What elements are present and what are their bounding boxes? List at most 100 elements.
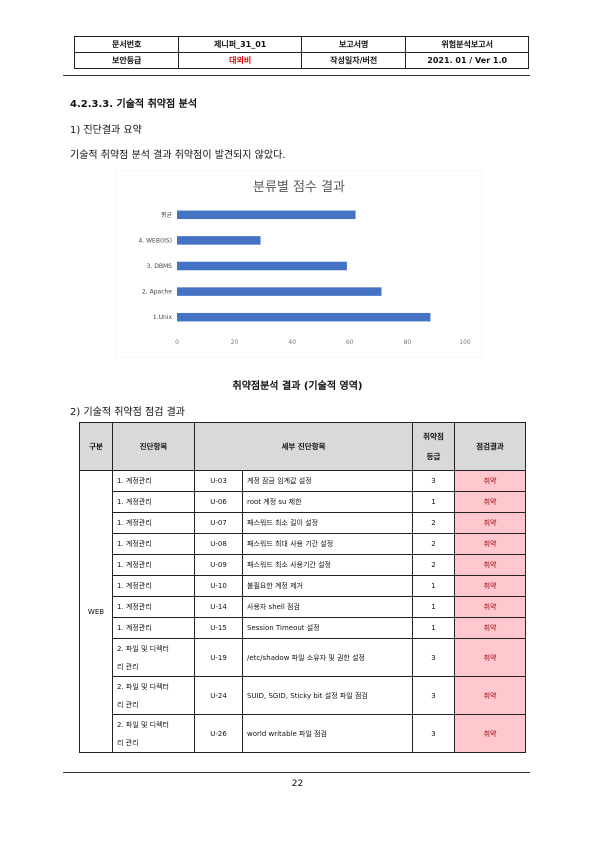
report-name-label: 보고서명 xyxy=(300,36,407,53)
detail-cell: 사용자 shell 점검 xyxy=(241,596,414,618)
result-cell: 취약 xyxy=(454,676,527,715)
grade-cell: 3 xyxy=(412,714,456,753)
detail-cell: /etc/shadow 파일 소유자 및 권한 설정 xyxy=(241,638,414,677)
page-number: 22 xyxy=(291,779,304,789)
vuln-results-table: 구분 진단항목 세부 진단항목 취약점 등급 점검결과 WEB 1. 계정관리 U-… xyxy=(79,422,527,753)
detail-cell: Session Timeout 설정 xyxy=(241,617,414,639)
date-version-label: 작성일자/버전 xyxy=(300,52,407,69)
item-line-2: 리 관리 xyxy=(117,662,139,671)
table-header-row: 구분 진단항목 세부 진단항목 취약점 등급 점검결과 xyxy=(79,422,527,471)
result-cell: 취약 xyxy=(454,714,527,753)
document-header-table: 문서번호 제니퍼_31_01 보고서명 위험분석보고서 보안등급 대외비 작성일… xyxy=(73,36,529,69)
table-row: WEB 1. 계정관리 U-03 계정 잠금 임계값 설정 3 취약 xyxy=(79,470,527,753)
grade-cell: 3 xyxy=(412,676,456,715)
item-cell: 1. 계정관리 xyxy=(112,617,195,639)
table-row: 1. 계정관리 U-10 불필요한 계정 제거 1 취약 xyxy=(80,575,527,597)
detail-cell: 패스워드 최대 사용 기간 설정 xyxy=(241,533,414,555)
header-row-2: 보안등급 대외비 작성일자/버전 2021. 01 / Ver 1.0 xyxy=(73,52,529,69)
col-result-header: 점검결과 xyxy=(454,422,527,471)
grade-cell: 1 xyxy=(412,575,456,597)
header-row-1: 문서번호 제니퍼_31_01 보고서명 위험분석보고서 xyxy=(73,36,529,53)
subheading-summary: 1) 진단결과 요약 xyxy=(70,125,142,136)
grade-cell: 2 xyxy=(412,512,456,534)
item-cell: 1. 계정관리 xyxy=(112,575,195,597)
subheading-results: 2) 기술적 취약점 점검 결과 xyxy=(70,407,185,418)
x-tick-label: 80 xyxy=(404,339,412,346)
item-line-2: 리 관리 xyxy=(117,700,139,709)
item-line-2: 리 관리 xyxy=(117,738,139,747)
result-cell: 취약 xyxy=(454,512,527,534)
header-divider xyxy=(63,75,530,76)
y-tick-label: 2. Apache xyxy=(142,289,172,296)
code-cell: U-09 xyxy=(194,554,243,576)
summary-text: 기술적 취약점 분석 결과 취약점이 발견되지 않았다. xyxy=(70,150,286,161)
item-line-1: 2. 파일 및 디렉터 xyxy=(117,682,169,691)
x-tick-label: 60 xyxy=(346,339,354,346)
doc-number-value: 제니퍼_31_01 xyxy=(178,36,302,53)
table-body: WEB 1. 계정관리 U-03 계정 잠금 임계값 설정 3 취약 1. 계정관리 U-06… xyxy=(79,470,527,753)
grade-cell: 1 xyxy=(412,617,456,639)
table-row: 1. 계정관리 U-15 Session Timeout 설정 1 취약 xyxy=(80,617,527,639)
code-cell: U-08 xyxy=(194,533,243,555)
col-detail-header: 세부 진단항목 xyxy=(193,422,414,471)
y-tick-label: 1.Unix xyxy=(153,314,173,321)
col-group-header: 구분 xyxy=(79,422,113,471)
detail-cell: root 계정 su 제한 xyxy=(241,491,414,513)
item-cell: 1. 계정관리 xyxy=(112,596,195,618)
chart-bar xyxy=(177,210,356,220)
item-cell: 1. 계정관리 xyxy=(112,512,195,534)
security-level-value: 대외비 xyxy=(178,52,302,69)
security-level-label: 보안등급 xyxy=(73,52,180,69)
y-tick-label: 4. WEB(IIS) xyxy=(138,237,172,244)
date-version-value: 2021. 01 / Ver 1.0 xyxy=(405,52,529,69)
chart-caption: 취약점분석 결과 (기술적 영역) xyxy=(232,381,363,392)
result-cell: 취약 xyxy=(454,575,527,597)
x-tick-label: 40 xyxy=(288,339,296,346)
result-cell: 취약 xyxy=(454,638,527,677)
x-tick-label: 100 xyxy=(459,339,471,346)
detail-cell: SUID, SGID, Sticky bit 설정 파일 점검 xyxy=(241,676,414,715)
table-row: 1. 계정관리 U-08 패스워드 최대 사용 기간 설정 2 취약 xyxy=(80,533,527,555)
detail-cell: 불필요한 계정 제거 xyxy=(241,575,414,597)
detail-cell: 계정 잠금 임계값 설정 xyxy=(241,470,414,492)
x-tick-label: 20 xyxy=(231,339,239,346)
table-row: 2. 파일 및 디렉터 리 관리 U-26 world writable 파일 점검 3… xyxy=(80,714,527,753)
table-row: 2. 파일 및 디렉터 리 관리 U-24 SUID, SGID, Sticky bi… xyxy=(80,676,527,715)
item-cell: 1. 계정관리 xyxy=(112,533,195,555)
footer-divider xyxy=(63,772,530,773)
code-cell: U-14 xyxy=(194,596,243,618)
grade-cell: 2 xyxy=(412,554,456,576)
item-cell: 2. 파일 및 디렉터 리 관리 xyxy=(112,638,195,677)
code-cell: U-10 xyxy=(194,575,243,597)
table-row: 1. 계정관리 U-07 패스워드 최소 길이 설정 2 취약 xyxy=(80,512,527,534)
detail-cell: world writable 파일 점검 xyxy=(241,714,414,753)
col-item-header: 진단항목 xyxy=(112,422,195,471)
chart-bars xyxy=(177,210,431,322)
table-row: 2. 파일 및 디렉터 리 관리 U-19/etc/shadow 파일 소유자 및 … xyxy=(80,638,527,677)
result-cell: 취약 xyxy=(454,596,527,618)
item-cell: 1. 계정관리 xyxy=(112,470,195,492)
chart-title: 분류별 점수 결과 xyxy=(253,180,345,195)
grade-cell: 3 xyxy=(412,470,456,492)
table-row: 1. 계정관리 U-14 사용자 shell 점검 1 취약 xyxy=(80,596,527,618)
report-name-value: 위험분석보고서 xyxy=(405,36,529,53)
x-tick-label: 0 xyxy=(175,339,179,346)
table-row: 1. 계정관리 U-06 root 계정 su 제한 1 취약 xyxy=(80,491,527,513)
code-cell: U-06 xyxy=(194,491,243,513)
code-cell: U-19 xyxy=(194,638,243,677)
item-cell: 1. 계정관리 xyxy=(112,554,195,576)
item-cell: 1. 계정관리 xyxy=(112,491,195,513)
doc-number-label: 문서번호 xyxy=(73,36,180,53)
result-cell: 취약 xyxy=(454,554,527,576)
grade-cell: 3 xyxy=(412,638,456,677)
chart-x-ticks: 0 20 40 60 80 100 xyxy=(175,339,471,346)
result-cell: 취약 xyxy=(454,491,527,513)
code-cell: U-07 xyxy=(194,512,243,534)
code-cell: U-24 xyxy=(194,676,243,715)
code-cell: U-26 xyxy=(194,714,243,753)
grade-cell: 1 xyxy=(412,596,456,618)
col-grade-header: 취약점 등급 xyxy=(412,422,456,471)
table-row: 1. 계정관리 U-09 패스워드 최소 사용기간 설정 2 취약 xyxy=(80,554,527,576)
section-heading: 4.2.3.3. 기술적 취약점 분석 xyxy=(70,99,198,110)
